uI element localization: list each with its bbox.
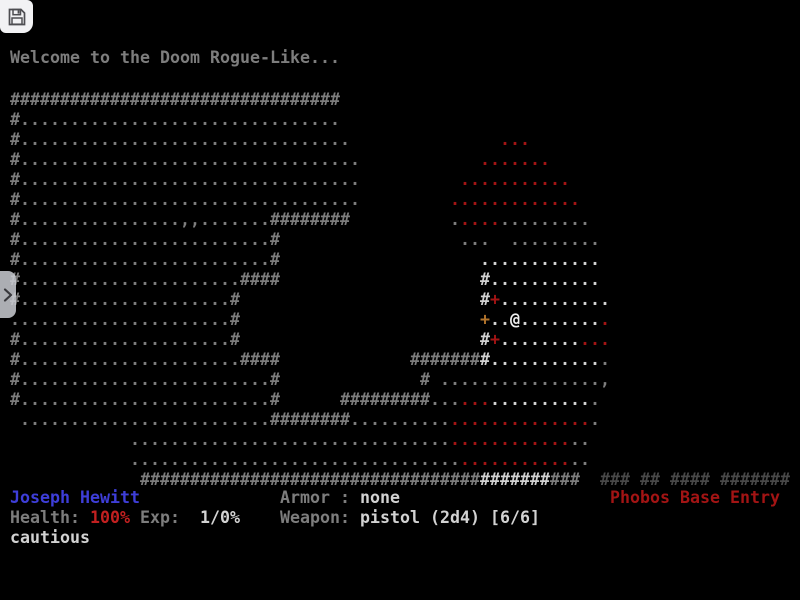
exp-label: Exp:	[130, 508, 200, 527]
glyph-run: ..	[570, 430, 590, 449]
glyph-run: ................................	[0, 430, 450, 449]
glyph-run: #..................................	[0, 150, 480, 169]
glyph-run: #.....................#	[0, 330, 480, 349]
map-row-10: #.....................# #+...........	[0, 290, 610, 310]
exp-value: 1/0%	[200, 508, 240, 527]
floppy-disk-icon	[8, 8, 25, 25]
map-row-9: #......................#### #...........	[0, 270, 600, 290]
armor-label: Armor :	[140, 488, 350, 507]
glyph-run: ###	[550, 470, 600, 489]
blood-dots: ..............	[450, 410, 590, 429]
glyph-run: #.........................# ... ........…	[0, 230, 600, 249]
blood-dots: ............	[450, 430, 570, 449]
glyph-run: .........	[500, 210, 590, 229]
map-row-12: #.....................# #+...........	[0, 330, 610, 350]
weapon-label: Weapon:	[240, 508, 360, 527]
map-row-19: ########################################…	[0, 470, 790, 490]
glyph-run: #	[480, 330, 490, 349]
glyph-run: ..........	[490, 390, 590, 409]
glyph-run: ........	[520, 310, 600, 329]
glyph-run: #................,,.......######## .	[0, 210, 460, 229]
glyph-run: ........	[500, 330, 580, 349]
map-row-11: ......................# +..@.........	[0, 310, 610, 330]
status-row-3: cautious	[0, 528, 90, 548]
blood-dots: .............	[450, 190, 580, 209]
sidebar-expand-tab[interactable]	[0, 271, 16, 318]
glyph-run: ..	[490, 310, 510, 329]
player-symbol: @	[510, 310, 520, 329]
glyph-run: ...........	[500, 290, 610, 309]
status-row-2: Health: 100% Exp: 1/0% Weapon: pistol (2…	[0, 508, 540, 528]
health-label: Health:	[0, 508, 90, 527]
map-row-14: #.........................# # ..........…	[0, 370, 610, 390]
glyph-run: #.........................#	[0, 250, 480, 269]
map-row-16: .........................########.......…	[0, 410, 600, 430]
glyph-run: #.........................# #########...	[0, 390, 460, 409]
weapon-value: pistol (2d4) [6/6]	[360, 508, 540, 527]
glyph-run: #...........	[480, 350, 600, 369]
glyph-run: #.................................	[0, 130, 500, 149]
map-row-3: #.................................. ....…	[0, 150, 550, 170]
health-value: 100%	[90, 508, 130, 527]
map-row-18: ........................................…	[0, 450, 590, 470]
glyph-run: #......................####	[0, 270, 480, 289]
location-name: Phobos Base Entry	[610, 488, 780, 507]
tactic-value: cautious	[0, 528, 90, 547]
glyph-run: ##################################	[0, 470, 480, 489]
glyph-run: .........................########.......…	[0, 410, 450, 429]
glyph-run: #..................................	[0, 170, 460, 189]
glyph-run: #	[480, 290, 490, 309]
blood-dots: ...	[580, 330, 610, 349]
blood-dots: ....	[460, 210, 500, 229]
blood-dots: .	[600, 310, 610, 329]
glyph-run: .................................	[0, 450, 460, 469]
welcome-message: Welcome to the Doom Rogue-Like...	[0, 48, 340, 67]
blood-dots: ...........	[460, 450, 570, 469]
blood-dots: .......	[480, 150, 550, 169]
map-row-0: #################################	[0, 90, 340, 110]
glyph-run: #................................	[0, 110, 340, 129]
map-row-7: #.........................# ... ........…	[0, 230, 600, 250]
map-row-17: ........................................…	[0, 430, 590, 450]
glyph-run: #################################	[0, 90, 340, 109]
map-row-1: #................................	[0, 110, 340, 130]
glyph-run: #.....................#	[0, 290, 480, 309]
map-row-4: #.................................. ....…	[0, 170, 570, 190]
message-line: Welcome to the Doom Rogue-Like...	[0, 48, 340, 68]
door-symbol: +	[490, 290, 500, 309]
glyph-run: ......................#	[0, 310, 480, 329]
glyph-run: #..................................	[0, 190, 450, 209]
map-row-15: #.........................# #########...…	[0, 390, 600, 410]
glyph-run: .	[590, 410, 600, 429]
glyph-run: #......................#### #######	[0, 350, 480, 369]
glyph-run: #######	[480, 470, 550, 489]
blood-dots: ...	[500, 130, 530, 149]
blood-dots: ...........	[460, 170, 570, 189]
map-row-13: #......................#### ########....…	[0, 350, 610, 370]
blood-dots: ...	[460, 390, 490, 409]
glyph-run: #.........................# # ..........…	[0, 370, 610, 389]
map-row-2: #................................. ...	[0, 130, 530, 150]
door-symbol: +	[480, 310, 490, 329]
glyph-run: ............	[480, 250, 600, 269]
player-name: Joseph Hewitt	[0, 488, 140, 507]
status-row-1: Joseph Hewitt Armor : none Phobos Base E…	[0, 488, 780, 508]
map-row-5: #.................................. ....…	[0, 190, 580, 210]
spacer	[400, 488, 610, 507]
chevron-right-icon	[3, 287, 13, 302]
armor-value: none	[350, 488, 400, 507]
door-symbol: +	[490, 330, 500, 349]
glyph-run: #...........	[480, 270, 600, 289]
glyph-run: ### ## #### #######	[600, 470, 790, 489]
map-row-6: #................,,.......######## .....…	[0, 210, 590, 230]
glyph-run: ..	[570, 450, 590, 469]
glyph-run: .	[600, 350, 610, 369]
save-button[interactable]	[0, 0, 33, 33]
map-row-8: #.........................# ............	[0, 250, 600, 270]
glyph-run: .	[590, 390, 600, 409]
